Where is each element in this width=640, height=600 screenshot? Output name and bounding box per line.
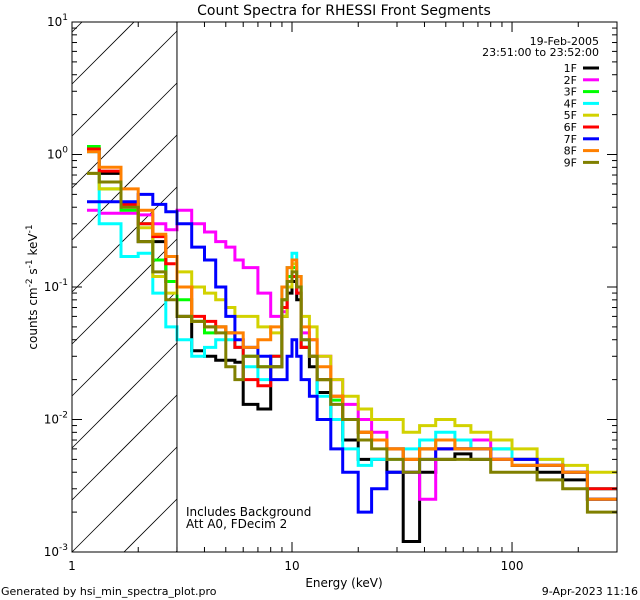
legend-label-2F: 2F: [564, 74, 577, 87]
hatch-line: [71, 290, 178, 397]
hatch-line: [71, 82, 178, 189]
excluded-energy-hatch: [71, 21, 178, 553]
legend-label-1F: 1F: [564, 62, 577, 75]
x-axis-label: Energy (keV): [305, 576, 382, 590]
hatch-line: [71, 21, 135, 85]
hatch-line: [123, 498, 178, 553]
y-tick-label: 100: [47, 146, 68, 162]
legend-label-4F: 4F: [564, 97, 577, 110]
series-line-4F: [87, 150, 617, 491]
legend-label-6F: 6F: [564, 121, 577, 134]
hatch-line: [71, 342, 178, 449]
hatch-line: [71, 394, 178, 501]
time-range-label: 23:51:00 to 23:52:00: [482, 46, 599, 59]
hatch-line: [71, 446, 178, 553]
hatch-line: [71, 21, 83, 33]
annotation-attenuator: Att A0, FDecim 2: [186, 517, 287, 531]
hatch-line: [71, 238, 178, 345]
x-tick-label: 10: [284, 559, 299, 573]
legend-label-7F: 7F: [564, 133, 577, 146]
x-tick-label: 100: [501, 559, 524, 573]
y-axis-label: counts cm-2 s-1 keV-1: [25, 224, 40, 349]
legend-label-5F: 5F: [564, 109, 577, 122]
legend-label-3F: 3F: [564, 86, 577, 99]
footer-timestamp: 9-Apr-2023 11:16: [542, 585, 638, 598]
chart-title: Count Spectra for RHESSI Front Segments: [197, 3, 491, 19]
date-label: 19-Feb-2005: [530, 35, 599, 48]
y-tick-label: 10-2: [44, 411, 68, 427]
x-tick-label: 1: [68, 559, 76, 573]
y-tick-label: 10-3: [44, 543, 68, 559]
legend-label-8F: 8F: [564, 145, 577, 158]
annotation-background: Includes Background: [186, 505, 311, 519]
legend-label-9F: 9F: [564, 156, 577, 169]
footer-generated-by: Generated by hsi_min_spectra_plot.pro: [1, 585, 217, 598]
hatch-line: [71, 30, 178, 137]
y-tick-label: 10-1: [44, 278, 68, 294]
y-tick-label: 101: [47, 13, 68, 29]
